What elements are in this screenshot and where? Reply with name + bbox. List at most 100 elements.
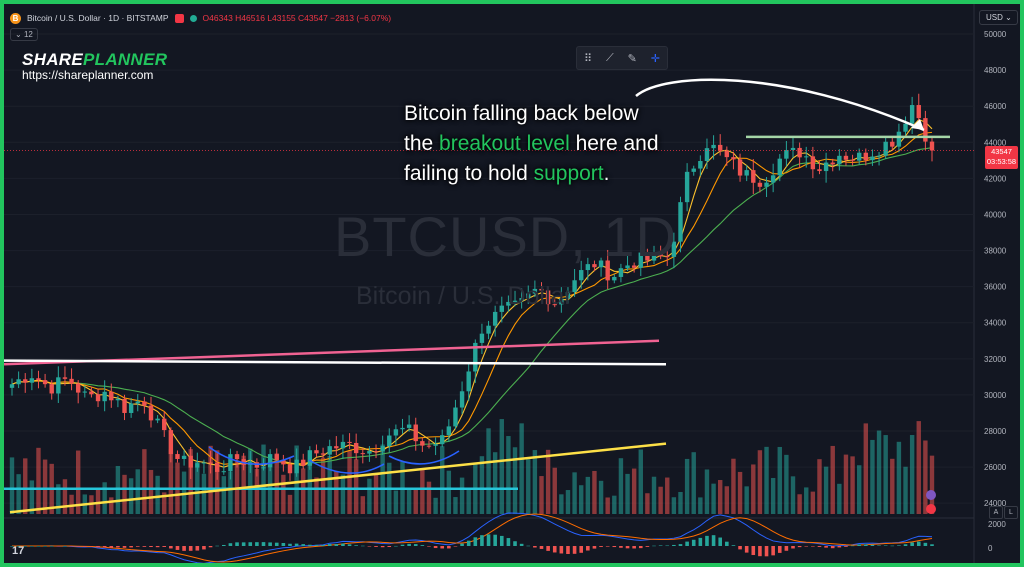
flag-icon[interactable] <box>174 13 184 23</box>
volume-bar <box>777 446 782 514</box>
histogram-bar <box>56 546 61 547</box>
volume-bar <box>810 491 816 514</box>
volume-bar <box>373 473 379 514</box>
volume-bar <box>128 478 134 514</box>
candle-body <box>724 150 730 158</box>
candle-body <box>770 175 776 183</box>
candle-body <box>658 252 663 257</box>
volume-bar <box>559 494 564 514</box>
histogram-bar <box>857 544 861 546</box>
volume-bar <box>479 456 485 514</box>
interval-toggle[interactable]: ⌄ 12 <box>10 28 38 41</box>
brand-url[interactable]: https://shareplanner.com <box>22 68 154 82</box>
histogram-bar <box>420 545 425 546</box>
volume-bar <box>486 428 491 514</box>
candle-body <box>433 444 438 446</box>
volume-bar <box>698 497 703 514</box>
histogram-bar <box>327 544 332 546</box>
candle-body <box>612 276 617 281</box>
histogram-bar <box>744 546 749 553</box>
histogram-bar <box>493 534 497 546</box>
candle-body <box>307 450 313 466</box>
volume-bar <box>168 449 174 514</box>
volume-bar <box>281 474 286 514</box>
crosshair-icon[interactable]: ✛ <box>650 52 660 65</box>
log-scale-button[interactable]: L <box>1004 506 1018 519</box>
volume-bar <box>876 430 882 514</box>
candle-body <box>406 424 412 428</box>
candle-body <box>870 156 875 161</box>
y-tick-label: 44000 <box>984 138 1007 147</box>
volume-bar <box>903 466 908 514</box>
volume-bar <box>214 450 220 514</box>
candle-body <box>400 427 405 430</box>
histogram-bar <box>526 545 531 547</box>
candle-body <box>585 264 591 271</box>
volume-bar <box>62 479 68 514</box>
candle-body <box>684 171 690 203</box>
price-chart[interactable]: 24000 26000 28000 30000 32000 34000 36000 38000… <box>4 4 1020 563</box>
candle-body <box>804 156 809 158</box>
candle-body <box>453 407 458 427</box>
drag-handle-icon[interactable]: ⠿ <box>583 52 593 65</box>
candle-body <box>413 424 418 442</box>
brush-tool-icon[interactable]: ✎ <box>627 52 637 65</box>
histogram-bar <box>195 546 200 551</box>
auto-scale-button[interactable]: A <box>989 506 1003 519</box>
candle-body <box>208 462 213 464</box>
histogram-bar <box>30 546 34 547</box>
histogram-bar <box>751 546 756 556</box>
y-tick-label: 50000 <box>984 30 1007 39</box>
volume-bar <box>843 454 849 514</box>
candle-body <box>625 265 630 269</box>
candle-body <box>142 401 147 406</box>
candle-body <box>36 378 41 381</box>
histogram-bar <box>308 544 312 546</box>
candle-body <box>896 131 902 147</box>
candle-body <box>519 298 524 301</box>
histogram-bar <box>49 545 54 547</box>
bitcoin-icon: B <box>10 12 21 24</box>
candle-body <box>23 379 28 383</box>
histogram-bar <box>685 541 689 546</box>
candle-body <box>909 105 915 124</box>
candle-body <box>148 405 154 421</box>
candle-body <box>651 252 657 261</box>
histogram-bar <box>824 546 828 548</box>
candle-body <box>9 384 15 388</box>
volume-bar <box>784 454 789 514</box>
histogram-bar <box>400 544 405 546</box>
symbol-title[interactable]: Bitcoin / U.S. Dollar · 1D · BITSTAMP <box>27 13 169 23</box>
volume-bar <box>896 441 902 514</box>
candle-body <box>95 394 101 402</box>
volume-bar <box>453 497 458 514</box>
histogram-bar <box>188 546 193 551</box>
volume-bar <box>201 473 207 514</box>
candle-body <box>274 454 279 460</box>
candle-body <box>195 463 200 468</box>
volume-bar <box>69 494 74 514</box>
candle-body <box>175 454 180 459</box>
candle-body <box>281 459 286 465</box>
candle-body <box>638 252 643 268</box>
histogram-bar <box>738 546 742 550</box>
histogram-bar <box>758 546 762 557</box>
brand-logo: SHAREPLANNER <box>22 50 168 69</box>
histogram-bar <box>486 534 491 546</box>
volume-bar <box>691 452 696 514</box>
histogram-bar <box>202 546 206 550</box>
candle-body <box>473 342 478 372</box>
histogram-bar <box>89 546 94 547</box>
volume-bar <box>585 476 591 514</box>
currency-selector[interactable]: USD ⌄ <box>979 10 1018 25</box>
candle-body <box>380 446 385 452</box>
line-tool-icon[interactable]: ⟋ <box>605 51 614 64</box>
histogram-bar <box>930 544 934 546</box>
y-tick-label: 48000 <box>984 66 1007 75</box>
candle-body <box>267 454 273 468</box>
drawing-toolbar: ⠿ ⟋ ✎ ✛ <box>576 46 668 70</box>
volume-bar <box>413 487 418 514</box>
volume-bar <box>234 460 240 514</box>
candle-body <box>387 435 392 447</box>
histogram-bar <box>665 545 670 547</box>
